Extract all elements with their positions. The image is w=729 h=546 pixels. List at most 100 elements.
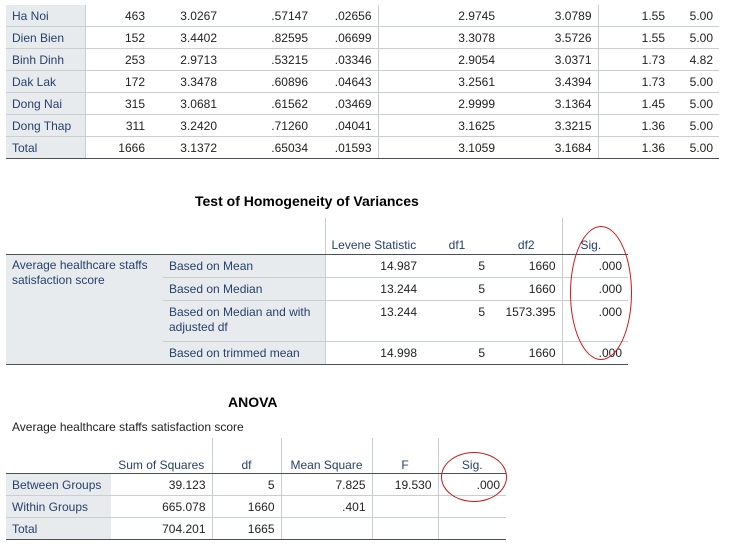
levene-row: Based on Median and with adjusted df 13.…: [6, 300, 628, 342]
descriptives-sd: .65034: [223, 136, 314, 159]
anova-sig: [438, 517, 506, 540]
descriptives-min: 1.73: [598, 48, 671, 71]
descriptives-sd: .60896: [223, 70, 314, 93]
descriptives-n: 463: [85, 5, 151, 27]
anova-row-label: Within Groups: [6, 495, 111, 518]
levene-df1: 5: [423, 341, 491, 365]
descriptives-mean: 2.9713: [151, 48, 223, 71]
anova-mean-square: [281, 517, 373, 540]
descriptives-n: 315: [85, 92, 151, 115]
descriptives-lo: 3.1059: [378, 136, 501, 159]
anova-row-label: Between Groups: [6, 473, 111, 496]
descriptives-hi: 3.5726: [501, 26, 599, 49]
levene-statistic: 13.244: [325, 300, 423, 342]
descriptives-min: 1.55: [598, 26, 671, 49]
descriptives-row: Dong Nai 315 3.0681.61562.03469 2.9999 3.136…: [6, 92, 719, 115]
anova-col-sig: Sig.: [438, 438, 506, 474]
descriptives-se: .03469: [314, 92, 379, 115]
levene-title: Test of Homogeneity of Variances: [195, 193, 419, 209]
descriptives-mean: 3.0681: [151, 92, 223, 115]
descriptives-sd: .71260: [223, 114, 314, 137]
levene-df1: 5: [423, 254, 491, 278]
anova-row: Total 704.201 1665: [6, 517, 506, 540]
descriptives-row-label: Ha Noi: [6, 5, 86, 27]
descriptives-mean: 3.4402: [151, 26, 223, 49]
anova-sum-of-squares: 665.078: [111, 495, 213, 518]
descriptives-se: .03346: [314, 48, 379, 71]
anova-variable-caption: Average healthcare staffs satisfaction s…: [12, 420, 244, 434]
descriptives-mean: 3.0267: [151, 5, 223, 27]
anova-f: [372, 495, 439, 518]
descriptives-hi: 3.1684: [501, 136, 599, 159]
descriptives-lo: 3.2561: [378, 70, 501, 93]
anova-sig: .000: [438, 473, 506, 496]
levene-sig: .000: [562, 277, 628, 301]
descriptives-min: 1.73: [598, 70, 671, 93]
descriptives-table: Ha Noi 463 3.0267.57147.02656 2.9745 3.0789 1…: [6, 5, 719, 159]
anova-col-f: F: [372, 438, 439, 474]
descriptives-row: Dien Bien 152 3.4402.82595.06699 3.3078 3.57…: [6, 26, 719, 49]
levene-sig: .000: [562, 300, 628, 342]
descriptives-n: 311: [85, 114, 151, 137]
descriptives-n: 172: [85, 70, 151, 93]
levene-row-label: Based on Mean: [163, 254, 326, 278]
levene-row-label: Based on trimmed mean: [163, 341, 326, 365]
descriptives-row-label: Dong Thap: [6, 114, 86, 137]
levene-sig: .000: [562, 341, 628, 365]
descriptives-lo: 2.9054: [378, 48, 501, 71]
levene-col-sig: Sig.: [562, 218, 628, 255]
descriptives-row-label: Dak Lak: [6, 70, 86, 93]
anova-df: 5: [212, 473, 282, 496]
anova-title: ANOVA: [228, 394, 278, 410]
levene-row: Based on trimmed mean 14.998 5 1660 .000: [6, 341, 628, 365]
anova-table: Sum of Squares df Mean Square F Sig. Bet…: [6, 438, 506, 540]
descriptives-se: .04041: [314, 114, 379, 137]
levene-sig: .000: [562, 254, 628, 278]
descriptives-row-label: Dien Bien: [6, 26, 86, 49]
descriptives-row-label: Total: [6, 136, 86, 159]
levene-statistic: 13.244: [325, 277, 423, 301]
anova-f: [372, 517, 439, 540]
descriptives-row-label: Dong Nai: [6, 92, 86, 115]
levene-df1: 5: [423, 277, 491, 301]
levene-df2: 1660: [491, 254, 563, 278]
descriptives-row: Ha Noi 463 3.0267.57147.02656 2.9745 3.0789 1…: [6, 5, 719, 27]
anova-col-mean-square: Mean Square: [281, 438, 373, 474]
descriptives-min: 1.45: [598, 92, 671, 115]
levene-df2: 1573.395: [491, 300, 563, 342]
descriptives-max: 5.00: [671, 26, 719, 49]
levene-col-statistic: Levene Statistic: [325, 218, 423, 255]
anova-row: Within Groups 665.078 1660 .401: [6, 495, 506, 518]
descriptives-row: Binh Dinh 253 2.9713.53215.03346 2.9054 3.03…: [6, 48, 719, 71]
descriptives-hi: 3.4394: [501, 70, 599, 93]
levene-variable-label: Average healthcare staffs satisfaction s…: [6, 254, 163, 365]
levene-col-df2: df2: [491, 218, 563, 255]
anova-col-sum-of-squares: Sum of Squares: [111, 438, 213, 474]
descriptives-min: 1.36: [598, 114, 671, 137]
anova-sig: [438, 495, 506, 518]
descriptives-hi: 3.0371: [501, 48, 599, 71]
descriptives-n: 253: [85, 48, 151, 71]
descriptives-se: .04643: [314, 70, 379, 93]
anova-row-label: Total: [6, 517, 111, 540]
descriptives-se: .06699: [314, 26, 379, 49]
anova-df: 1660: [212, 495, 282, 518]
levene-df2: 1660: [491, 277, 563, 301]
descriptives-sd: .61562: [223, 92, 314, 115]
levene-df2: 1660: [491, 341, 563, 365]
descriptives-hi: 3.0789: [501, 5, 599, 27]
descriptives-mean: 3.1372: [151, 136, 223, 159]
descriptives-max: 5.00: [671, 92, 719, 115]
descriptives-n: 1666: [85, 136, 151, 159]
anova-sum-of-squares: 704.201: [111, 517, 213, 540]
anova-header-row: Sum of Squares df Mean Square F Sig.: [6, 438, 506, 474]
levene-row-label: Based on Median and with adjusted df: [163, 300, 326, 342]
descriptives-min: 1.55: [598, 5, 671, 27]
descriptives-sd: .53215: [223, 48, 314, 71]
descriptives-se: .02656: [314, 5, 379, 27]
levene-row-label: Based on Median: [163, 277, 326, 301]
levene-statistic: 14.987: [325, 254, 423, 278]
descriptives-se: .01593: [314, 136, 379, 159]
anova-row: Between Groups 39.123 5 7.825 19.530 .00…: [6, 473, 506, 496]
levene-statistic: 14.998: [325, 341, 423, 365]
